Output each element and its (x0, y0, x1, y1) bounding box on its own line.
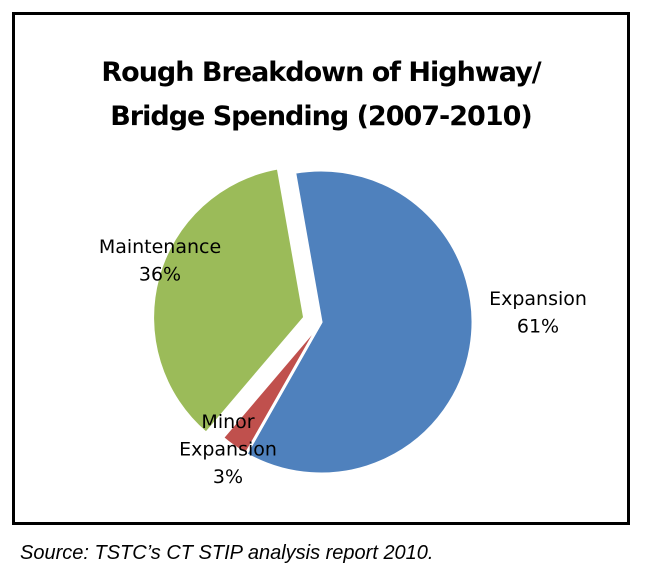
pie-label-line: 36% (139, 264, 181, 286)
pie-slice-maintenance (151, 166, 307, 435)
pie-label-line: Expansion (489, 288, 587, 310)
pie-label-line: Maintenance (99, 236, 221, 258)
pie-label-minor-expansion: Minor Expansion 3% (179, 411, 277, 488)
pie-label-line: Expansion (179, 439, 277, 461)
chart-title: Rough Breakdown of Highway/ Bridge Spend… (15, 51, 627, 139)
pie-labels: Expansion 61% Minor Expansion 3% Maintenance 3… (99, 236, 587, 488)
pie-label-line: 61% (517, 316, 559, 338)
source-caption: Source: TSTC’s CT STIP analysis report 2… (20, 542, 434, 564)
pie-label-line: 3% (213, 466, 243, 488)
pie-label-line: Minor (201, 411, 254, 433)
chart-title-line-2: Bridge Spending (2007-2010) (110, 101, 533, 132)
pie-slice-expansion (244, 168, 475, 476)
pie-label-expansion: Expansion 61% (489, 288, 587, 338)
pie-label-maintenance: Maintenance 36% (99, 236, 221, 286)
pie-slice-minor-expansion (220, 320, 323, 456)
chart-title-line-1: Rough Breakdown of Highway/ (101, 57, 541, 88)
pie-slices (151, 166, 475, 476)
